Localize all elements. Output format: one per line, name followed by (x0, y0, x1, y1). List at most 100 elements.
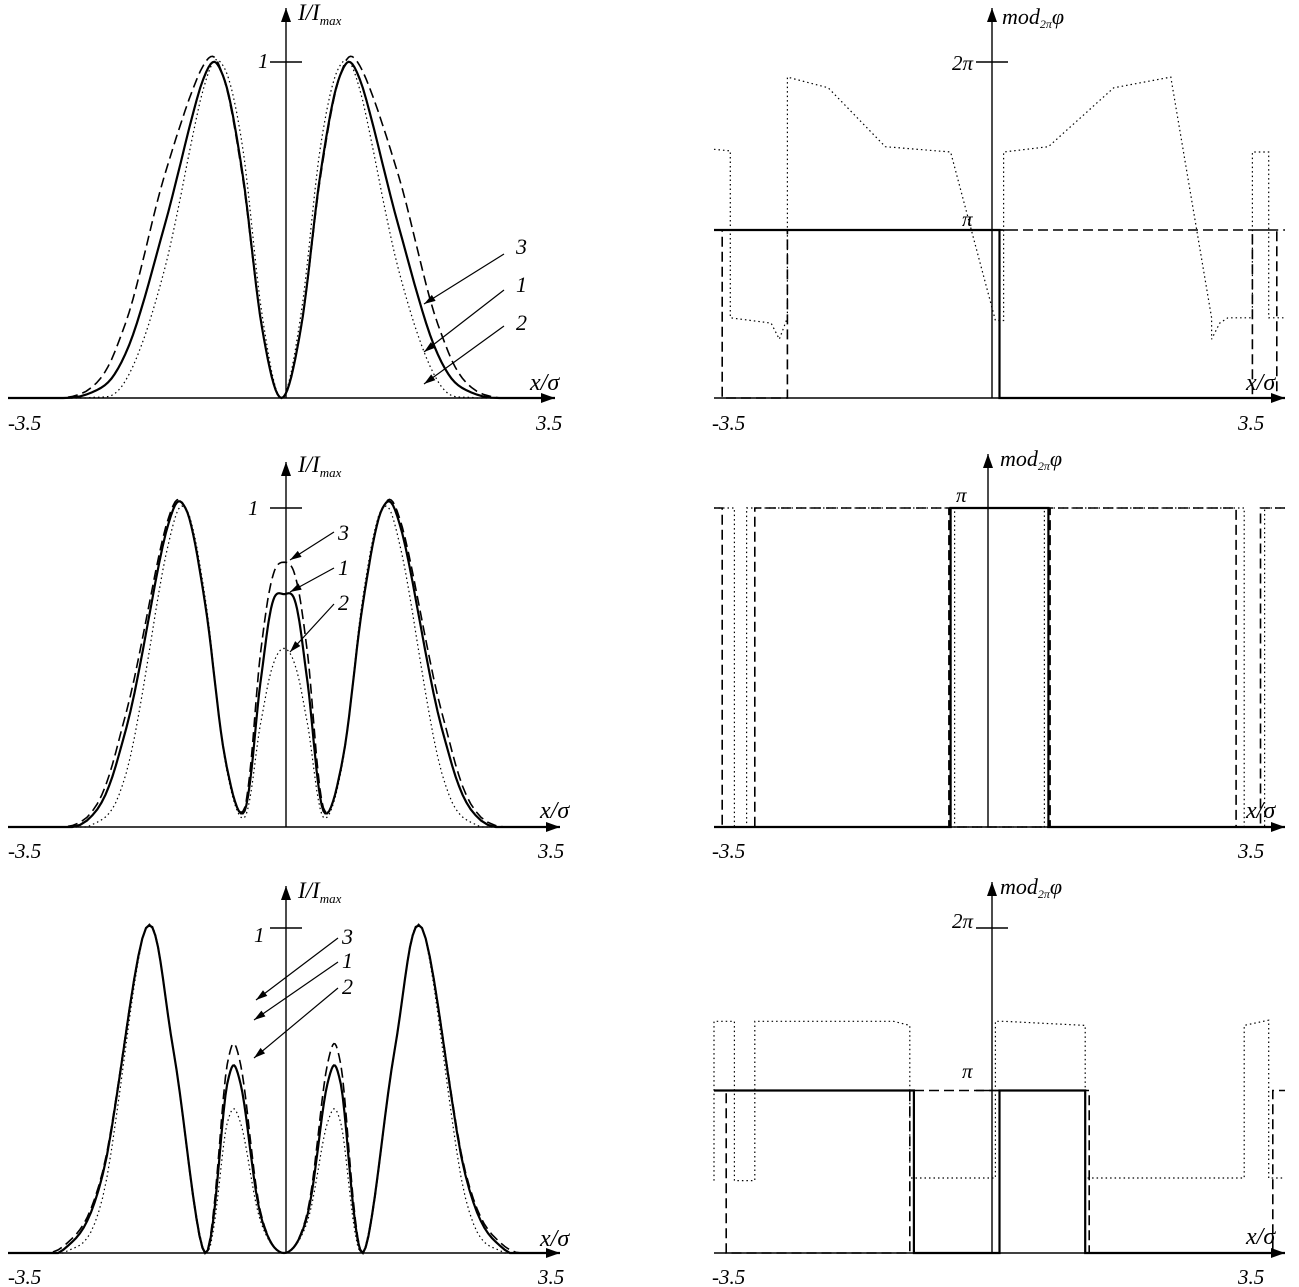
x-tick-left-label: -3.5 (712, 1265, 745, 1287)
x-tick-right-label: 3.5 (537, 1265, 564, 1287)
x-axis-label: x/σ (539, 798, 570, 824)
panel-intensity-2: -3.5 3.5 x/σ I/Imax 1 3 1 2 (7, 452, 570, 863)
curve-label-2: 2 (516, 310, 527, 335)
x-tick-right-label: 3.5 (1237, 411, 1264, 435)
y-tick-pi-label: π (962, 207, 973, 231)
y-axis-label-sub: max (320, 891, 342, 906)
panel-phase-2: -3.5 3.5 x/σ mod2πφ π (712, 446, 1285, 863)
curve-label-arrowhead (290, 641, 301, 652)
curve-label-leader (255, 937, 339, 1001)
y-tick-1-label: 1 (254, 923, 265, 947)
y-axis-label: mod2πφ (1002, 4, 1064, 31)
y-tick-pi-label: π (962, 1059, 973, 1083)
series-1-line (8, 60, 555, 400)
curve-label-2: 2 (338, 590, 349, 615)
y-axis-label: mod2πφ (1000, 446, 1062, 473)
series-2-line (8, 59, 555, 399)
series-1-line (8, 923, 560, 1255)
series-1-line (714, 1089, 1285, 1255)
y-axis-label-sub: 2π (1038, 459, 1051, 473)
y-axis-label: I/Imax (297, 878, 342, 906)
curve-label-arrowhead (424, 342, 436, 352)
series-1-line (714, 228, 1285, 400)
x-tick-left-label: -3.5 (8, 1265, 41, 1287)
y-axis-arrow (987, 882, 997, 896)
series-3-line (7, 924, 561, 1255)
y-axis-label-main: I/I (297, 0, 321, 25)
series-3-line (7, 498, 561, 828)
series-3-line (7, 55, 556, 399)
y-tick-pi-label: π (956, 483, 967, 507)
series-1-line (8, 500, 560, 829)
curve-label-1: 1 (342, 948, 353, 973)
curve-label-arrowhead (424, 374, 436, 384)
y-axis-arrow (983, 454, 993, 468)
y-axis-arrow (281, 8, 291, 22)
y-axis-label-main: I/I (297, 452, 321, 477)
curve-label-1: 1 (338, 555, 349, 580)
x-tick-left-label: -3.5 (8, 839, 41, 863)
x-tick-right-label: 3.5 (1237, 1265, 1264, 1287)
x-tick-right-label: 3.5 (1237, 839, 1264, 863)
panel-phase-1: -3.5 3.5 x/σ mod2πφ π 2π (712, 4, 1285, 435)
x-tick-left-label: -3.5 (8, 411, 41, 435)
panel-intensity-1: -3.5 3.5 x/σ I/Imax 1 3 1 2 (7, 0, 562, 435)
y-axis-label-main: I/I (297, 878, 321, 903)
y-axis-label-sub: 2π (1040, 17, 1053, 31)
x-tick-left-label: -3.5 (712, 411, 745, 435)
panel-phase-3: -3.5 3.5 x/σ mod2πφ π 2π (712, 874, 1285, 1287)
y-axis-label: mod2πφ (1000, 874, 1062, 901)
x-axis-label: x/σ (1245, 1224, 1276, 1250)
x-axis-label: x/σ (529, 370, 560, 396)
curve-label-2: 2 (342, 974, 353, 999)
y-tick-2pi-label: 2π (952, 51, 974, 75)
y-axis-arrow (281, 886, 291, 900)
series-3-line (714, 1089, 1285, 1254)
x-tick-right-label: 3.5 (537, 839, 564, 863)
y-tick-1-label: 1 (248, 496, 259, 520)
y-axis-label-suffix: φ (1050, 874, 1062, 899)
curve-label-leader (253, 961, 339, 1021)
curve-label-leader (423, 253, 505, 305)
curve-label-arrowhead (290, 550, 302, 560)
series-2-line (714, 507, 1285, 828)
series-2-line (8, 923, 560, 1254)
x-tick-right-label: 3.5 (535, 411, 562, 435)
x-tick-left-label: -3.5 (712, 839, 745, 863)
curve-label-1: 1 (516, 272, 527, 297)
y-axis-label-main: mod (1002, 4, 1041, 29)
y-axis-label-main: mod (1000, 874, 1039, 899)
y-tick-1-label: 1 (258, 49, 269, 73)
curve-label-leader (423, 325, 505, 385)
curve-label-arrowhead (254, 1010, 266, 1020)
y-axis-label-sub: 2π (1038, 887, 1051, 901)
curve-label-arrowhead (290, 583, 302, 592)
y-axis-label-suffix: φ (1052, 4, 1064, 29)
series-3-line (714, 229, 1285, 399)
y-tick-2pi-label: 2π (952, 909, 974, 933)
panel-intensity-3: -3.5 3.5 x/σ I/Imax 1 3 1 2 (7, 878, 570, 1287)
y-axis-label-suffix: φ (1050, 446, 1062, 471)
series-1-line (714, 506, 1285, 829)
series-2-line (8, 505, 560, 828)
series-2-line (713, 1019, 1285, 1182)
y-axis-label: I/Imax (297, 452, 342, 480)
y-axis-arrow (987, 8, 997, 22)
curve-label-leader (253, 987, 339, 1059)
curve-label-arrowhead (424, 294, 436, 304)
y-axis-arrow (281, 462, 291, 476)
curve-label-arrowhead (256, 990, 268, 1000)
y-axis-label-sub: max (320, 13, 342, 28)
x-axis-label: x/σ (1245, 370, 1276, 396)
y-axis-label-main: mod (1000, 446, 1039, 471)
curve-label-leader (423, 289, 505, 353)
curve-label-3: 3 (515, 234, 527, 259)
curve-label-arrowhead (254, 1047, 266, 1058)
curve-label-3: 3 (341, 924, 353, 949)
y-axis-label: I/Imax (297, 0, 342, 28)
x-axis-label: x/σ (539, 1226, 570, 1252)
curve-label-3: 3 (337, 520, 349, 545)
y-axis-label-sub: max (320, 465, 342, 480)
series-3-line (714, 507, 1285, 828)
